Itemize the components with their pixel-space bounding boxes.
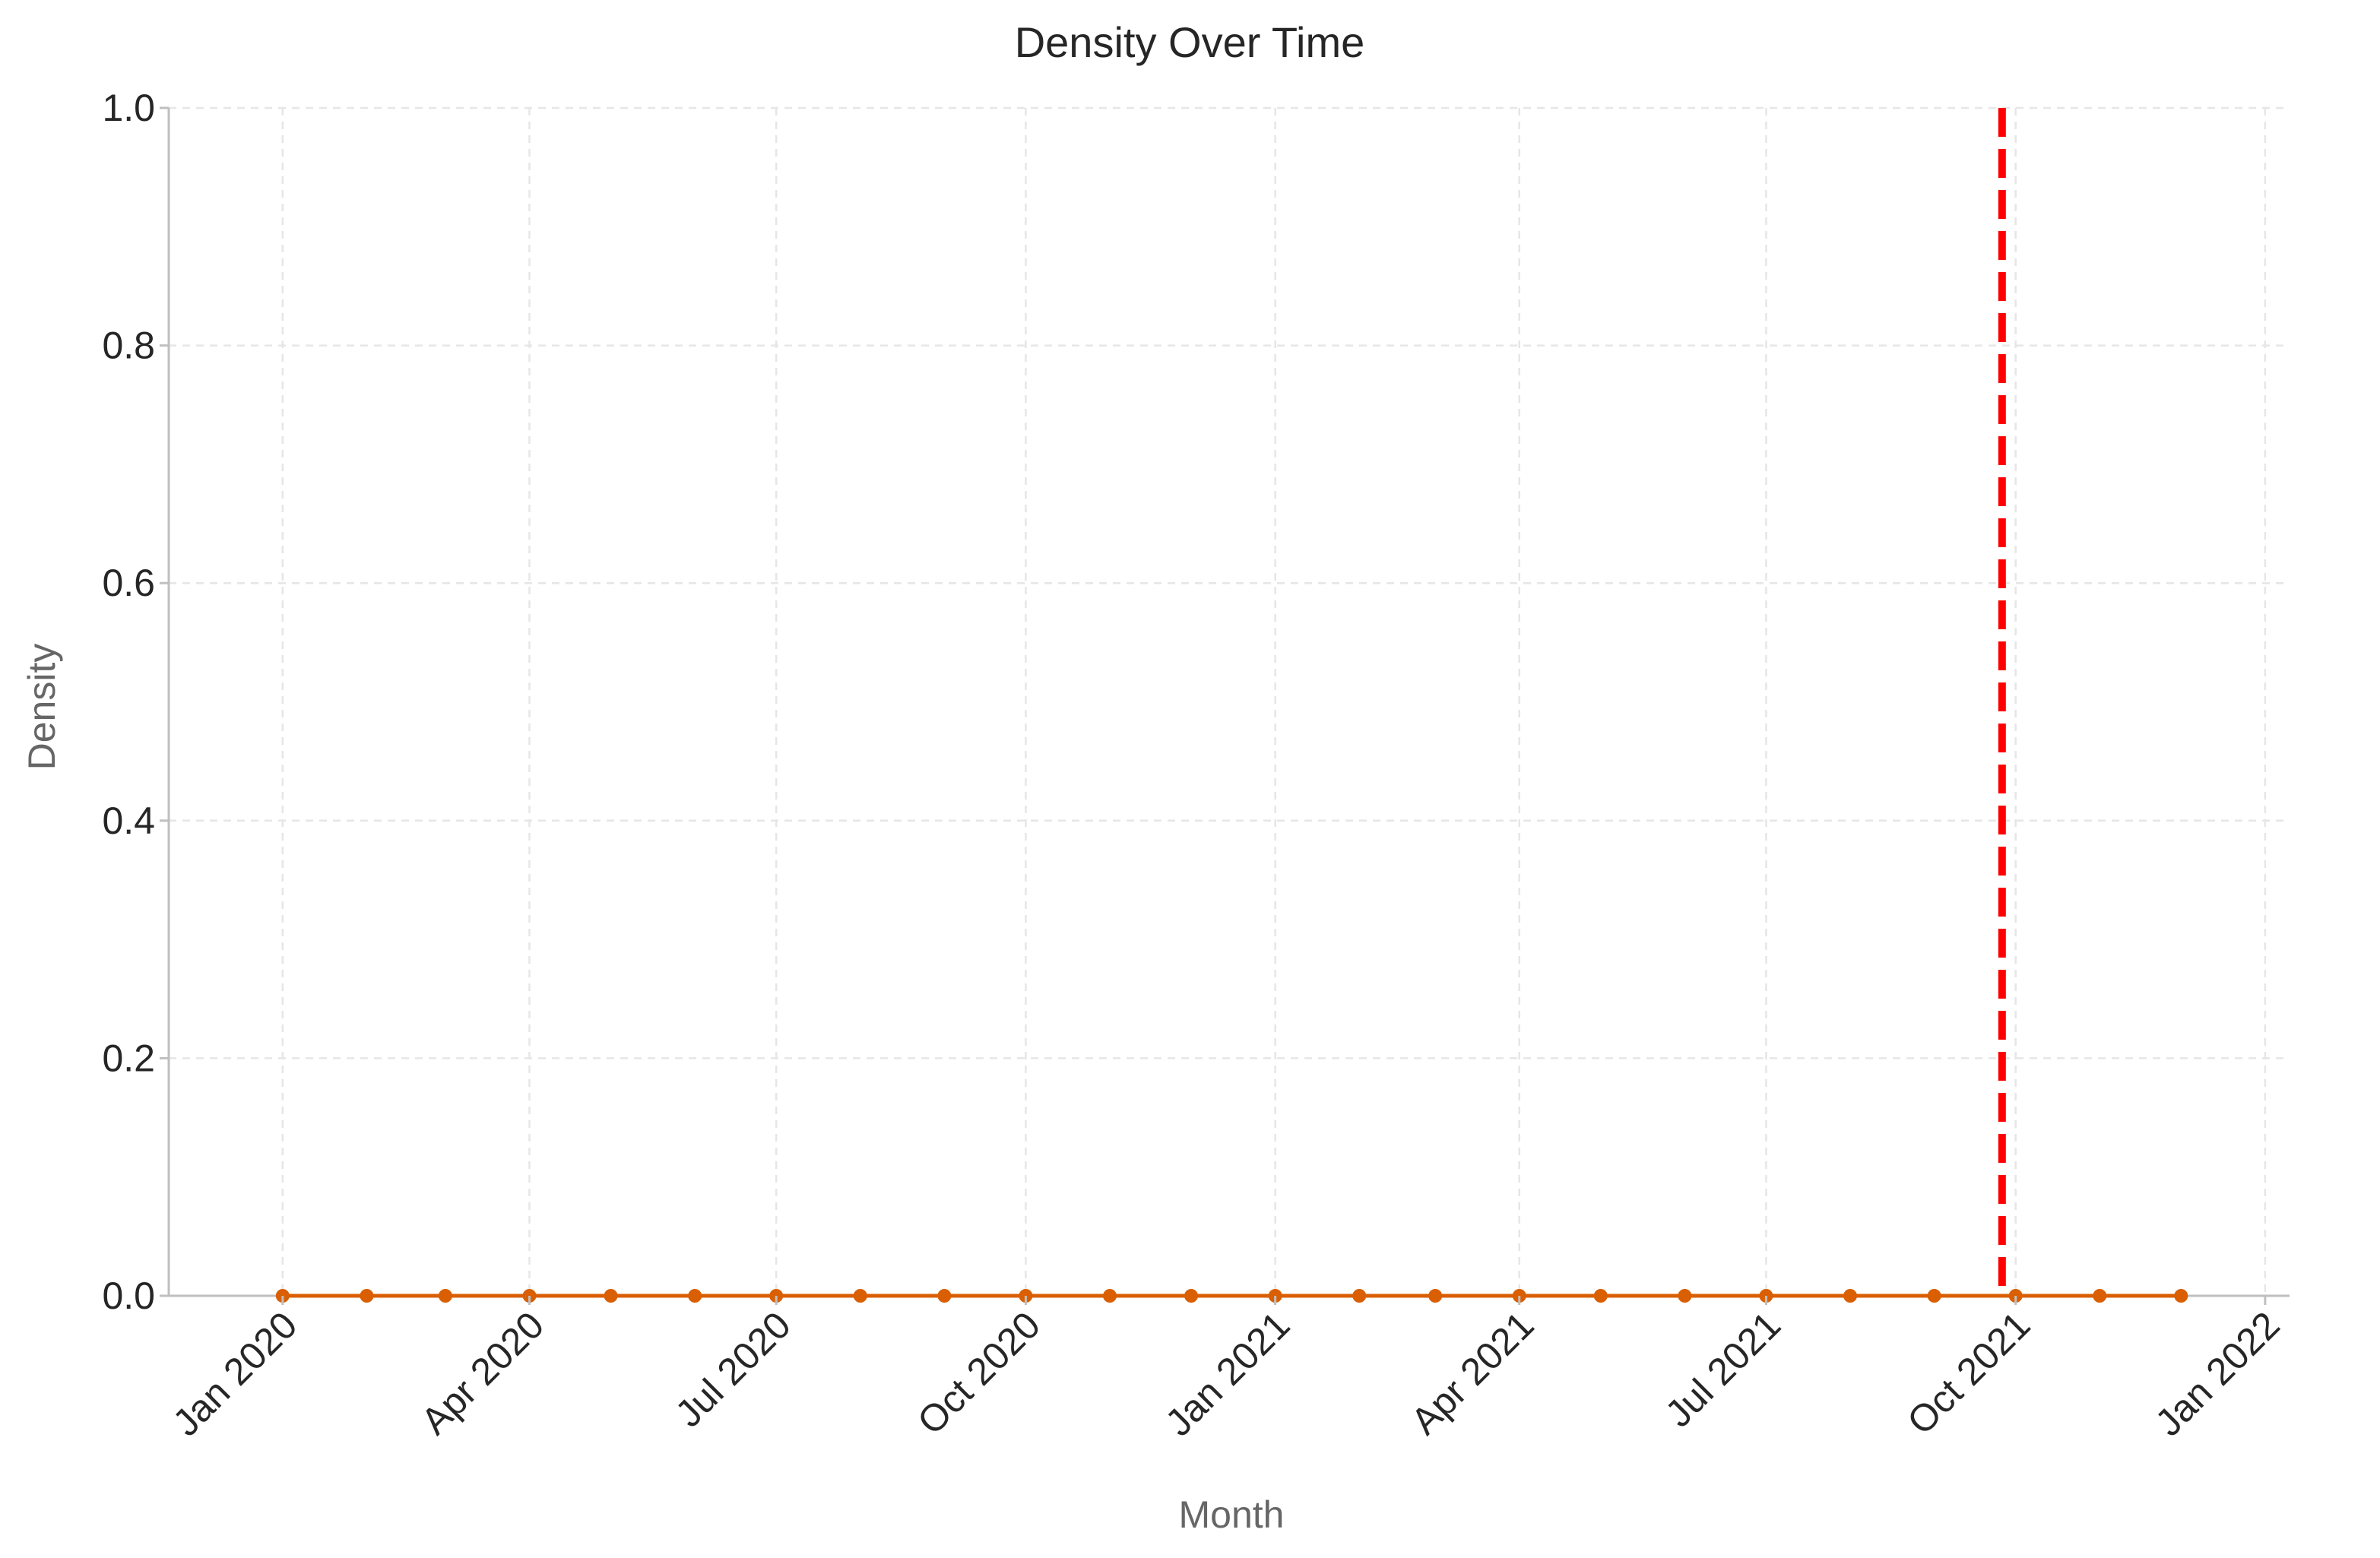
data-point <box>1428 1289 1443 1303</box>
grid <box>169 106 2290 1296</box>
y-tick-label: 0.4 <box>102 800 155 842</box>
data-point <box>1678 1289 1692 1303</box>
y-axis-label: Density <box>21 644 63 771</box>
chart-title: Density Over Time <box>1015 18 1365 66</box>
x-tick-label: Oct 2020 <box>909 1303 1048 1442</box>
y-tick-label: 0.0 <box>102 1275 155 1317</box>
x-tick-label: Jul 2020 <box>667 1303 799 1435</box>
y-axis: 0.0 0.2 0.4 0.6 0.8 1.0 <box>102 87 169 1317</box>
data-point <box>1103 1289 1117 1303</box>
x-axis: Jan 2020 Apr 2020 Jul 2020 Oct 2020 Jan 2021… <box>165 1296 2288 1444</box>
y-tick-label: 0.2 <box>102 1037 155 1079</box>
x-tick-label: Apr 2021 <box>1402 1303 1542 1442</box>
plot-area <box>275 1289 2188 1303</box>
x-tick-label: Jan 2020 <box>165 1303 306 1444</box>
y-tick-label: 1.0 <box>102 87 155 129</box>
axes <box>167 108 2290 1297</box>
data-point <box>1352 1289 1367 1303</box>
y-tick-label: 0.8 <box>102 325 155 367</box>
data-point <box>1843 1289 1858 1303</box>
data-point <box>2093 1289 2107 1303</box>
data-point <box>853 1289 867 1303</box>
y-tick-label: 0.6 <box>102 562 155 604</box>
x-tick-label: Jan 2022 <box>2147 1303 2288 1444</box>
x-axis-label: Month <box>1179 1493 1285 1536</box>
data-point <box>1927 1289 1941 1303</box>
data-point <box>604 1289 618 1303</box>
data-point <box>1593 1289 1608 1303</box>
x-tick-label: Jan 2021 <box>1157 1303 1298 1444</box>
x-tick-label: Jul 2021 <box>1657 1303 1789 1435</box>
data-point <box>438 1289 452 1303</box>
data-point <box>937 1289 952 1303</box>
data-point <box>360 1289 374 1303</box>
data-point <box>688 1289 702 1303</box>
data-point <box>1184 1289 1199 1303</box>
x-tick-label: Oct 2021 <box>1899 1303 2038 1442</box>
data-point <box>2174 1289 2188 1303</box>
x-tick-label: Apr 2020 <box>413 1303 552 1442</box>
